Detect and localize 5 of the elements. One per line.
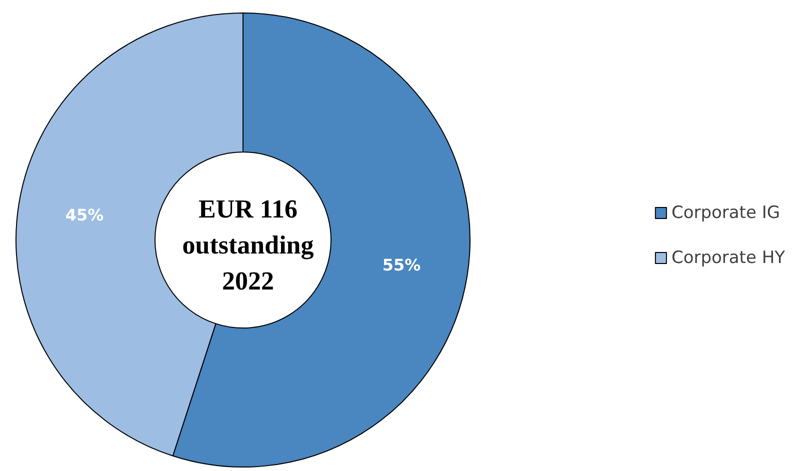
legend-label: Corporate IG [671, 203, 780, 223]
data-label: 45% [65, 205, 104, 224]
text: EUR 116 outstanding 2022 [182, 194, 314, 296]
legend-label: Corporate HY [671, 248, 786, 268]
data-label: 55% [382, 256, 421, 275]
